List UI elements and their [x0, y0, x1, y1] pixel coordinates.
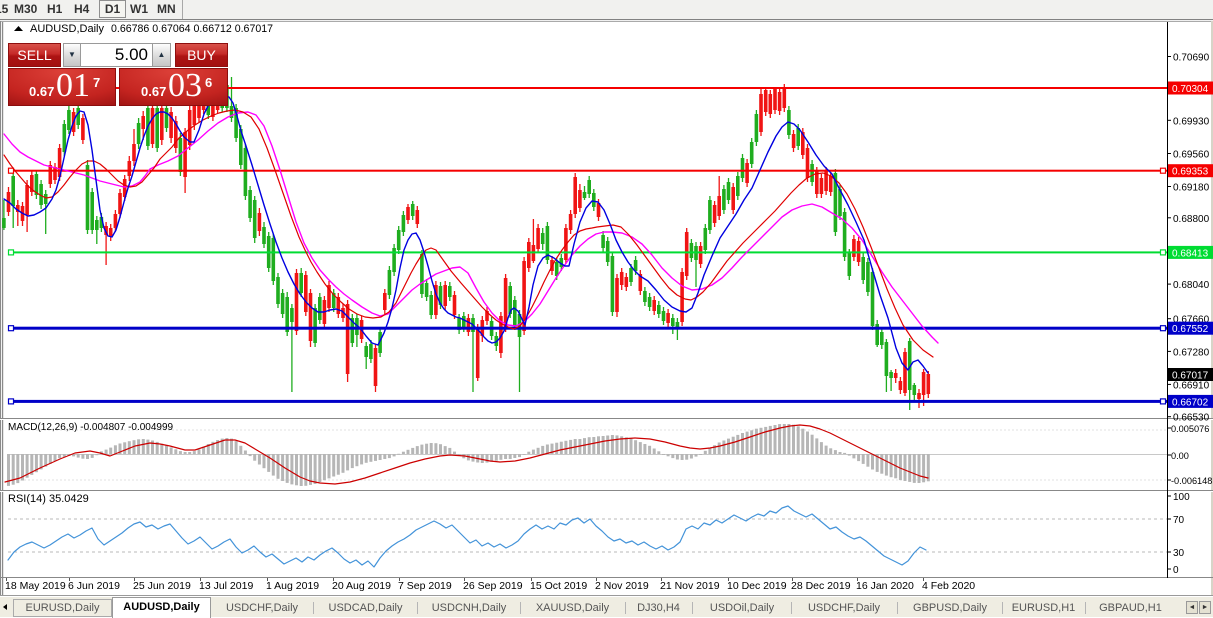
- svg-text:0.69930: 0.69930: [1173, 116, 1210, 127]
- svg-text:0.005076: 0.005076: [1171, 424, 1209, 434]
- svg-text:4 Feb 2020: 4 Feb 2020: [922, 580, 975, 592]
- svg-text:18 May 2019: 18 May 2019: [5, 580, 66, 592]
- svg-text:2 Nov 2019: 2 Nov 2019: [595, 580, 649, 592]
- svg-text:7 Sep 2019: 7 Sep 2019: [398, 580, 452, 592]
- svg-text:13 Jul 2019: 13 Jul 2019: [199, 580, 253, 592]
- svg-text:0.66702: 0.66702: [1172, 397, 1209, 408]
- svg-text:0: 0: [1173, 565, 1179, 576]
- svg-text:28 Dec 2019: 28 Dec 2019: [791, 580, 851, 592]
- svg-text:AUDUSD,Daily: AUDUSD,Daily: [30, 23, 104, 35]
- svg-text:0.69560: 0.69560: [1173, 150, 1210, 161]
- svg-text:25 Jun 2019: 25 Jun 2019: [133, 580, 191, 592]
- svg-text:0.66910: 0.66910: [1173, 380, 1210, 391]
- svg-text:0.70690: 0.70690: [1173, 53, 1210, 64]
- svg-text:0.66786 0.67064 0.66712 0.6701: 0.66786 0.67064 0.66712 0.67017: [111, 23, 273, 35]
- svg-text:15 Oct 2019: 15 Oct 2019: [530, 580, 587, 592]
- svg-text:0.68800: 0.68800: [1173, 214, 1210, 225]
- svg-text:100: 100: [1173, 492, 1190, 503]
- svg-text:0.66530: 0.66530: [1173, 413, 1210, 424]
- svg-text:16 Jan 2020: 16 Jan 2020: [856, 580, 914, 592]
- svg-text:70: 70: [1173, 515, 1185, 526]
- svg-text:0.00: 0.00: [1171, 451, 1189, 461]
- svg-text:0.69353: 0.69353: [1172, 167, 1209, 178]
- svg-text:6 Jun 2019: 6 Jun 2019: [68, 580, 120, 592]
- svg-text:26 Sep 2019: 26 Sep 2019: [463, 580, 523, 592]
- svg-text:0.67552: 0.67552: [1172, 324, 1209, 335]
- svg-text:20 Aug 2019: 20 Aug 2019: [332, 580, 391, 592]
- svg-text:30: 30: [1173, 548, 1185, 559]
- svg-text:0.67660: 0.67660: [1173, 315, 1210, 326]
- svg-text:RSI(14) 35.0429: RSI(14) 35.0429: [8, 493, 89, 505]
- svg-text:MACD(12,26,9) -0.004807 -0.004: MACD(12,26,9) -0.004807 -0.004999: [8, 422, 174, 433]
- svg-text:0.67280: 0.67280: [1173, 347, 1210, 358]
- svg-text:0.68413: 0.68413: [1172, 248, 1209, 259]
- svg-text:21 Nov 2019: 21 Nov 2019: [660, 580, 720, 592]
- svg-text:-0.006148: -0.006148: [1171, 476, 1212, 486]
- svg-text:0.68040: 0.68040: [1173, 280, 1210, 291]
- svg-text:0.67017: 0.67017: [1172, 371, 1209, 382]
- svg-text:0.70304: 0.70304: [1172, 84, 1209, 95]
- svg-text:1 Aug 2019: 1 Aug 2019: [266, 580, 319, 592]
- svg-text:10 Dec 2019: 10 Dec 2019: [727, 580, 787, 592]
- svg-text:0.69180: 0.69180: [1173, 183, 1210, 194]
